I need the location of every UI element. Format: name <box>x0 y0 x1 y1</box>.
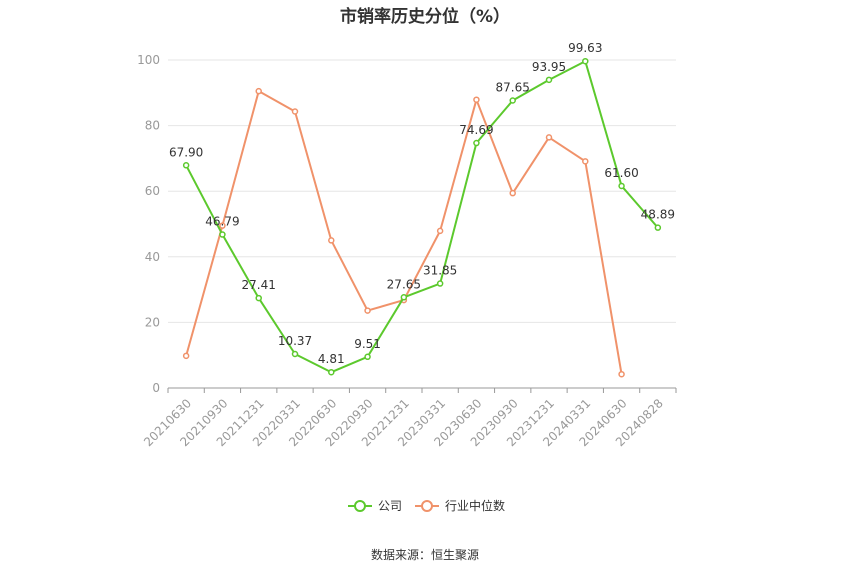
data-point <box>509 97 516 104</box>
data-point <box>291 108 299 115</box>
data-point <box>182 162 190 169</box>
x-axis: 2021063020210930202112312022033120220630… <box>141 387 677 449</box>
data-label: 31.85 <box>423 264 457 278</box>
y-tick-label: 40 <box>145 250 160 264</box>
data-point <box>364 353 371 361</box>
data-label: 67.90 <box>169 145 203 159</box>
data-point <box>291 350 299 358</box>
data-label: 87.65 <box>496 81 530 95</box>
data-point <box>400 294 408 301</box>
series-line <box>185 90 623 375</box>
y-tick-label: 0 <box>152 381 160 395</box>
data-label: 93.95 <box>532 60 566 74</box>
data-point <box>545 134 553 141</box>
data-label: 10.37 <box>278 334 312 348</box>
data-label: 61.60 <box>604 166 638 180</box>
data-point <box>473 96 480 103</box>
legend-label: 行业中位数 <box>445 498 505 513</box>
series-lines <box>182 57 662 378</box>
y-axis-ticks: 0 20 40 60 80 100 <box>137 53 160 395</box>
data-point <box>436 227 444 235</box>
legend-label: 公司 <box>378 499 402 513</box>
data-label: 27.65 <box>387 277 421 291</box>
data-source: 数据来源：恒生聚源 <box>370 548 479 562</box>
data-label: 99.63 <box>568 41 602 55</box>
data-label: 9.51 <box>354 337 381 351</box>
data-point <box>582 57 589 65</box>
legend: 公司 行业中位数 <box>348 498 505 513</box>
chart-title: 市销率历史分位（%） <box>339 7 511 27</box>
data-point <box>182 352 190 360</box>
data-point <box>473 139 480 147</box>
data-label: 46.79 <box>205 215 239 229</box>
data-point <box>618 182 625 190</box>
data-label: 27.41 <box>242 278 276 292</box>
data-point <box>328 368 335 376</box>
y-tick-label: 100 <box>137 53 160 67</box>
data-label: 74.69 <box>459 123 493 137</box>
data-point <box>582 158 589 165</box>
data-point <box>509 189 516 197</box>
series-line <box>185 60 659 374</box>
data-point <box>255 87 262 95</box>
data-point <box>618 370 625 378</box>
legend-marker <box>421 500 433 512</box>
y-tick-label: 60 <box>145 184 160 198</box>
y-tick-label: 20 <box>145 315 160 329</box>
legend-marker <box>354 500 366 512</box>
data-point <box>328 237 335 244</box>
data-label: 4.81 <box>318 352 345 366</box>
data-point <box>545 76 553 84</box>
y-tick-label: 80 <box>145 119 160 133</box>
data-point <box>219 231 226 238</box>
data-label: 48.89 <box>641 208 675 222</box>
data-point <box>436 280 444 287</box>
data-point <box>654 224 662 231</box>
data-point <box>219 222 226 229</box>
data-point <box>364 307 371 314</box>
data-point <box>255 294 262 302</box>
